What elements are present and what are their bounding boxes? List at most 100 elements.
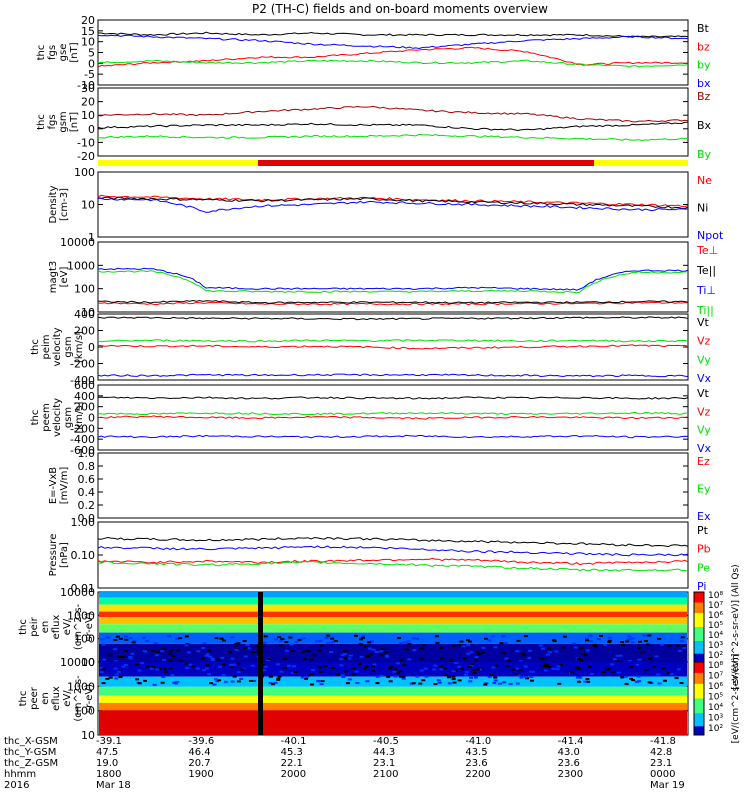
spectrogram-noise — [570, 671, 575, 674]
spectrogram-noise — [415, 637, 420, 640]
y-tick-label: -5 — [84, 68, 95, 81]
spectrogram-noise — [398, 670, 403, 673]
y-axis-label: (cm^2-s- — [73, 675, 84, 722]
spectrogram-noise — [216, 658, 221, 661]
spectrogram-noise — [401, 676, 406, 679]
spectrogram-noise — [268, 682, 273, 685]
spectrogram-noise — [302, 658, 307, 661]
legend-Vt: Vt — [697, 387, 710, 400]
spectrogram-noise — [221, 674, 226, 677]
spectrogram-noise — [262, 669, 267, 672]
spectrogram-noise — [342, 650, 347, 653]
spectrogram-noise — [330, 641, 335, 644]
spectrogram-noise — [497, 682, 502, 685]
spectrogram-noise — [276, 677, 281, 680]
panel-9: 10000 1000 100 10 thc peer en eflux eV/(cm^2-s-s… — [18, 654, 741, 744]
colorbar-tick: 10³ — [708, 714, 723, 724]
spectrogram-noise — [343, 670, 348, 673]
spectrogram-noise — [297, 638, 302, 641]
spectrogram-noise — [365, 655, 370, 658]
spectrogram-noise — [230, 636, 235, 639]
spectrogram-noise — [523, 675, 528, 678]
spectrogram-noise — [415, 675, 420, 678]
spectrogram-noise — [459, 640, 464, 643]
mode-bar-slow — [594, 160, 688, 166]
spectrogram-band — [99, 611, 687, 618]
spectrogram-noise — [519, 676, 524, 679]
spectrogram-noise — [118, 676, 123, 679]
spectrogram-noise — [647, 634, 652, 637]
spectrogram-noise — [142, 636, 147, 639]
spectrogram-noise — [392, 670, 397, 673]
colorbar-tick: 10⁸ — [708, 661, 723, 671]
y-tick-label: 10 — [81, 109, 95, 122]
spectrogram-noise — [266, 657, 271, 660]
spectrogram-noise — [451, 644, 456, 647]
spectrogram-noise — [385, 654, 390, 657]
y-tick-label: 5 — [88, 47, 95, 60]
y-tick-label: 10 — [81, 36, 95, 49]
spectrogram-noise — [243, 647, 248, 650]
spectrogram-noise — [354, 670, 359, 673]
spectrogram-noise — [232, 663, 237, 666]
legend-Bz: Bz — [697, 90, 711, 103]
legend-Ex: Ex — [697, 510, 711, 523]
mode-bar — [98, 160, 688, 166]
colorbar-tick: 10⁸ — [708, 591, 723, 601]
spectrogram-noise — [99, 671, 104, 674]
panel-frame — [97, 452, 689, 519]
y-axis-label: E=-VxB — [48, 467, 59, 504]
spectrogram-noise — [275, 663, 280, 666]
spectrogram-noise — [405, 648, 410, 651]
spectrogram-noise — [222, 639, 227, 642]
spectrogram-noise — [246, 647, 251, 650]
spectrogram-noise — [473, 676, 478, 679]
spectrogram-noise — [114, 677, 119, 680]
panel-6: 1.00.80.60.40.20.0 E=-VxB [mV/m] Ez Ey Ex — [48, 447, 711, 525]
y-axis-label: sr-eV) — [84, 612, 95, 641]
spectrogram-noise — [515, 682, 520, 685]
spectrogram-noise — [657, 682, 662, 685]
spectrogram-noise — [105, 677, 110, 680]
y-tick-label: 200 — [74, 325, 95, 338]
spectrogram-noise — [234, 642, 239, 645]
spectrogram-noise — [278, 644, 283, 647]
y-tick-label: 20 — [81, 96, 95, 109]
x-tick-x: -41.4 — [558, 736, 584, 747]
series-bz — [97, 46, 689, 68]
spectrogram-noise — [530, 670, 535, 673]
spectrogram-noise — [679, 682, 684, 685]
spectrogram-noise — [243, 655, 248, 658]
colorbar-tick: 10⁴ — [708, 631, 723, 641]
y-axis-label: peir — [29, 616, 40, 636]
spectrogram-noise — [330, 637, 335, 640]
spectrogram-noise — [469, 651, 474, 654]
spectrogram-noise — [340, 674, 345, 677]
spectrogram-noise — [121, 656, 126, 659]
spectrogram-noise — [361, 635, 366, 638]
x-tick-y: 46.4 — [188, 747, 210, 758]
spectrogram-noise — [636, 675, 641, 678]
spectrogram-noise — [657, 637, 662, 640]
spectrogram-band — [99, 710, 687, 735]
x-tick-d: Mar 18 — [96, 780, 131, 791]
series-Ti|| — [97, 270, 689, 294]
spectrogram-noise — [152, 683, 157, 686]
spectrogram-noise — [476, 653, 481, 656]
spectrogram-noise — [508, 682, 513, 685]
spectrogram-noise — [155, 668, 160, 671]
spectrogram-noise — [676, 668, 681, 671]
y-tick-label: 30 — [81, 82, 95, 95]
spectrogram-noise — [505, 664, 510, 667]
y-tick-label: 0.0 — [78, 512, 96, 525]
spectrogram-noise — [135, 678, 140, 681]
y-tick-label: 10000 — [60, 236, 95, 249]
series-Bx — [97, 121, 689, 132]
spectrogram-noise — [191, 665, 196, 668]
spectrogram-noise — [359, 638, 364, 641]
spectrogram-noise — [236, 671, 241, 674]
spectrogram-noise — [637, 680, 642, 683]
spectrogram-noise — [187, 651, 192, 654]
spectrogram-noise — [293, 670, 298, 673]
